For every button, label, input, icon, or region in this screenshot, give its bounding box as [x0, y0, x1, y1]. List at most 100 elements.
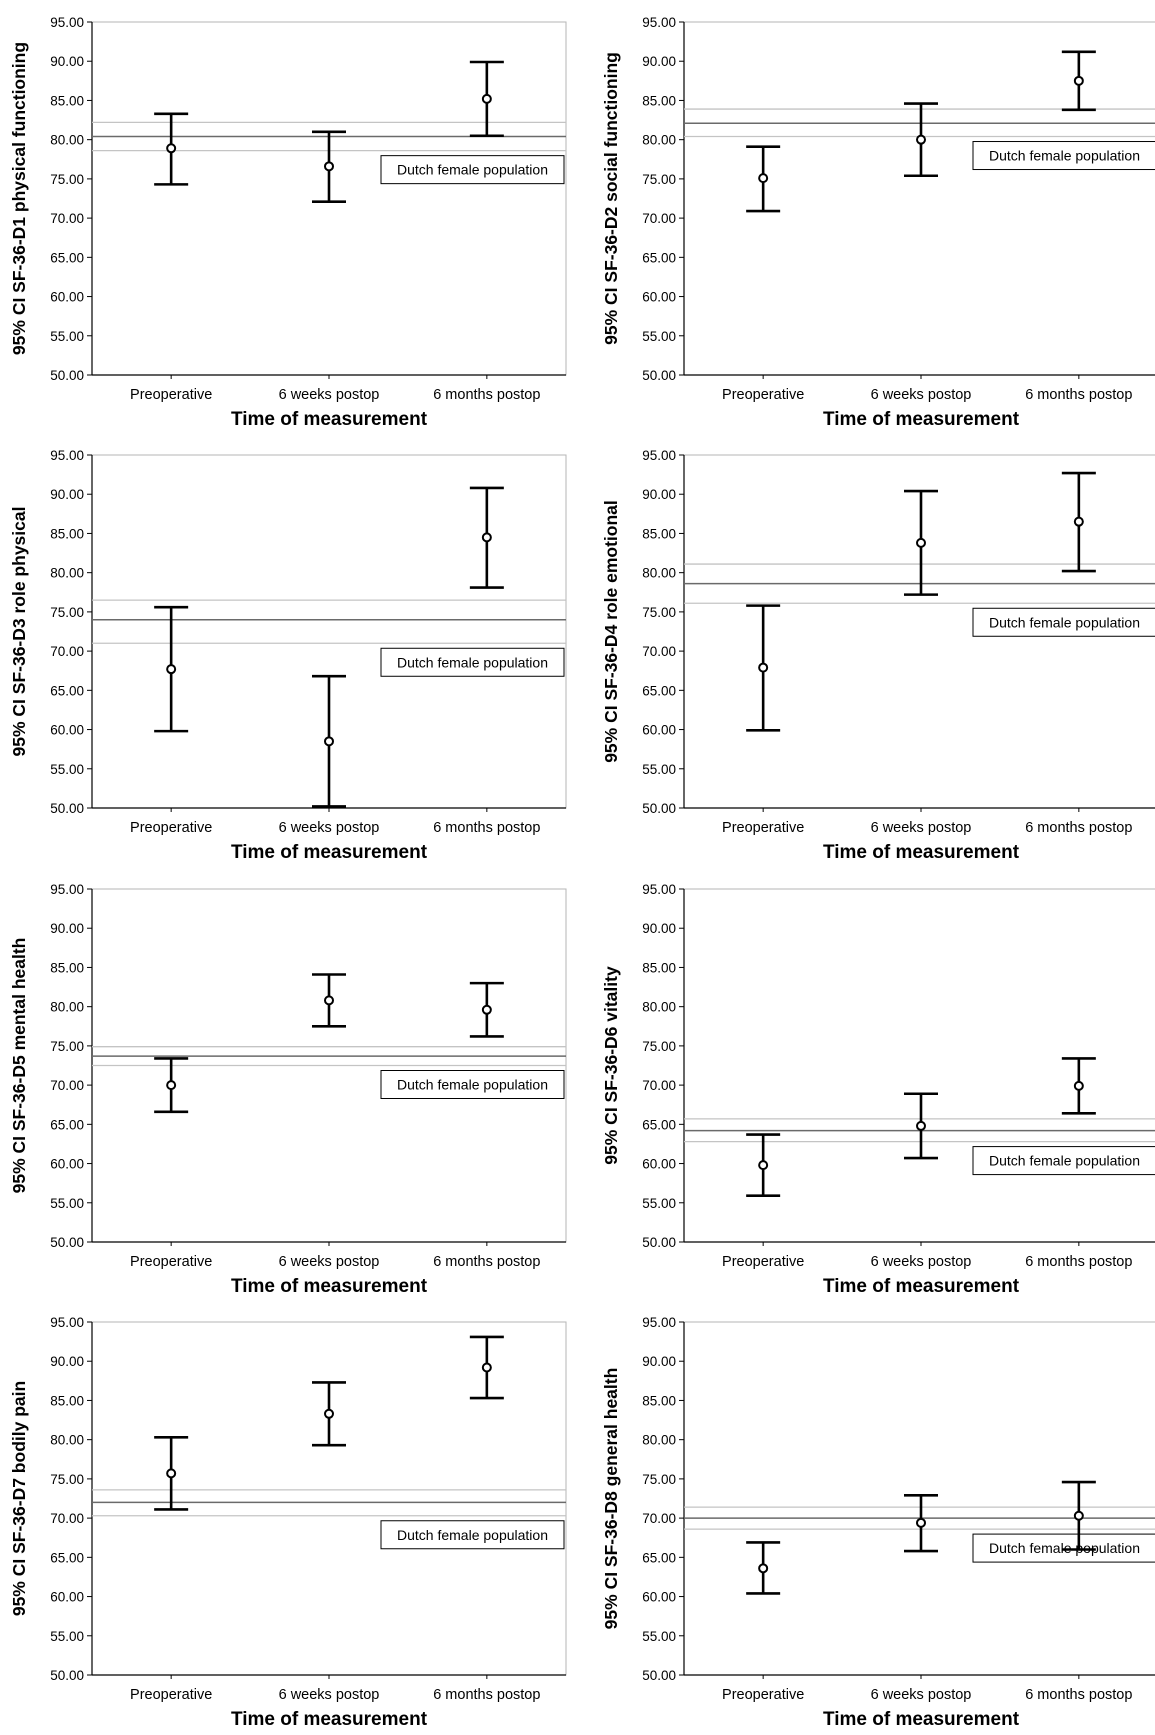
- y-tick-label: 90.00: [642, 921, 676, 936]
- reference-label: Dutch female population: [397, 1077, 548, 1093]
- y-tick-label: 60.00: [50, 290, 84, 305]
- chart-panel-2: 50.00 55.00 60.00 65.00 70.00 75.00 80.00 85.00…: [601, 15, 1155, 430]
- chart-panel-5: 50.00 55.00 60.00 65.00 70.00 75.00 80.00 85.00…: [9, 882, 567, 1297]
- y-axis-title: 95% CI SF-36-D4 role emotional: [601, 500, 621, 763]
- y-tick-label: 65.00: [642, 683, 676, 698]
- y-tick-label: 95.00: [642, 1315, 676, 1330]
- y-tick-label: 55.00: [642, 329, 676, 344]
- y-tick-label: 70.00: [642, 1078, 676, 1093]
- error-bar: [904, 1092, 938, 1160]
- y-tick-label: 60.00: [642, 723, 676, 738]
- chart-panel-1: 50.00 55.00 60.00 65.00 70.00 75.00 80.00 85.00…: [9, 15, 567, 430]
- y-tick-label: 65.00: [642, 250, 676, 265]
- y-tick-label: 85.00: [50, 1393, 84, 1408]
- mean-point: [916, 1517, 926, 1528]
- y-tick-label: 50.00: [642, 1668, 676, 1683]
- x-axis-title: Time of measurement: [231, 842, 428, 863]
- mean-point: [481, 532, 492, 543]
- x-category-label: 6 weeks postop: [871, 820, 972, 836]
- mean-point: [1073, 75, 1084, 86]
- chart-panel-6: 50.00 55.00 60.00 65.00 70.00 75.00 80.00 85.00…: [601, 882, 1155, 1297]
- mean-point: [1073, 516, 1084, 527]
- mean-point: [166, 143, 177, 154]
- y-tick-label: 80.00: [50, 133, 84, 148]
- y-tick-label: 85.00: [642, 1393, 676, 1408]
- y-tick-label: 75.00: [50, 172, 84, 187]
- error-bar: [312, 973, 346, 1028]
- y-tick-label: 55.00: [642, 1629, 676, 1644]
- x-category-label: 6 months postop: [1025, 1687, 1132, 1703]
- x-category-label: 6 weeks postop: [871, 387, 972, 403]
- mean-point: [324, 161, 334, 172]
- y-tick-label: 75.00: [50, 605, 84, 620]
- y-tick-label: 70.00: [50, 1511, 84, 1526]
- y-tick-label: 75.00: [50, 1039, 84, 1054]
- y-axis-title: 95% CI SF-36-D8 general health: [601, 1368, 621, 1630]
- y-tick-label: 65.00: [50, 1550, 84, 1565]
- y-tick-label: 85.00: [50, 960, 84, 975]
- error-bar: [312, 674, 346, 808]
- plot-frame: [683, 21, 1155, 376]
- error-bar: [154, 112, 189, 186]
- y-tick-label: 75.00: [642, 1472, 676, 1487]
- y-tick-label: 95.00: [50, 1315, 84, 1330]
- error-bar: [746, 604, 781, 732]
- reference-label-box: [380, 647, 565, 677]
- y-tick-label: 55.00: [50, 1196, 84, 1211]
- y-tick-label: 60.00: [50, 1157, 84, 1172]
- x-axis-title: Time of measurement: [231, 409, 428, 430]
- y-tick-label: 75.00: [642, 172, 676, 187]
- mean-point: [324, 1408, 334, 1419]
- mean-point: [481, 93, 492, 104]
- y-tick-label: 85.00: [642, 526, 676, 541]
- plot-frame: [91, 1321, 567, 1676]
- y-tick-label: 65.00: [642, 1117, 676, 1132]
- plot-frame: [683, 888, 1155, 1243]
- y-axis-title: 95% CI SF-36-D2 social functioning: [601, 52, 621, 345]
- y-axis-title: 95% CI SF-36-D6 vitality: [601, 966, 621, 1165]
- y-tick-label: 75.00: [642, 1039, 676, 1054]
- y-axis-title: 95% CI SF-36-D7 bodily pain: [9, 1381, 29, 1616]
- mean-point: [758, 1160, 769, 1171]
- error-bar: [469, 60, 504, 138]
- y-tick-label: 95.00: [50, 882, 84, 897]
- x-axis-title: Time of measurement: [231, 1709, 428, 1730]
- reference-label-box: [380, 1070, 565, 1099]
- x-category-label: 6 weeks postop: [279, 1254, 380, 1270]
- y-tick-label: 55.00: [642, 1196, 676, 1211]
- mean-point: [916, 134, 926, 145]
- y-tick-label: 80.00: [642, 1000, 676, 1015]
- y-tick-label: 55.00: [50, 762, 84, 777]
- y-tick-label: 65.00: [50, 683, 84, 698]
- x-category-label: 6 weeks postop: [279, 820, 380, 836]
- x-category-label: 6 weeks postop: [279, 387, 380, 403]
- x-category-label: 6 weeks postop: [279, 1687, 380, 1703]
- y-axis-title: 95% CI SF-36-D1 physical functioning: [9, 42, 29, 355]
- error-bar: [746, 1133, 781, 1198]
- x-category-label: Preoperative: [130, 1687, 212, 1703]
- error-bar: [154, 605, 189, 733]
- y-tick-label: 85.00: [50, 526, 84, 541]
- x-axis-title: Time of measurement: [823, 842, 1020, 863]
- mean-point: [166, 1080, 177, 1091]
- y-tick-label: 90.00: [50, 487, 84, 502]
- error-bar: [154, 1436, 189, 1511]
- y-tick-label: 50.00: [50, 1668, 84, 1683]
- y-tick-label: 75.00: [642, 605, 676, 620]
- y-tick-label: 70.00: [50, 644, 84, 659]
- x-category-label: Preoperative: [722, 1254, 804, 1270]
- x-axis-title: Time of measurement: [231, 1276, 428, 1297]
- x-category-label: 6 weeks postop: [871, 1254, 972, 1270]
- y-tick-label: 80.00: [642, 133, 676, 148]
- error-bar: [1061, 1480, 1096, 1551]
- x-category-label: Preoperative: [722, 1687, 804, 1703]
- y-tick-label: 70.00: [642, 211, 676, 226]
- x-category-label: Preoperative: [130, 820, 212, 836]
- error-bar: [312, 130, 346, 203]
- y-tick-label: 55.00: [50, 329, 84, 344]
- y-tick-label: 60.00: [50, 1590, 84, 1605]
- y-tick-label: 90.00: [642, 1354, 676, 1369]
- y-tick-label: 80.00: [642, 566, 676, 581]
- y-tick-label: 70.00: [642, 1511, 676, 1526]
